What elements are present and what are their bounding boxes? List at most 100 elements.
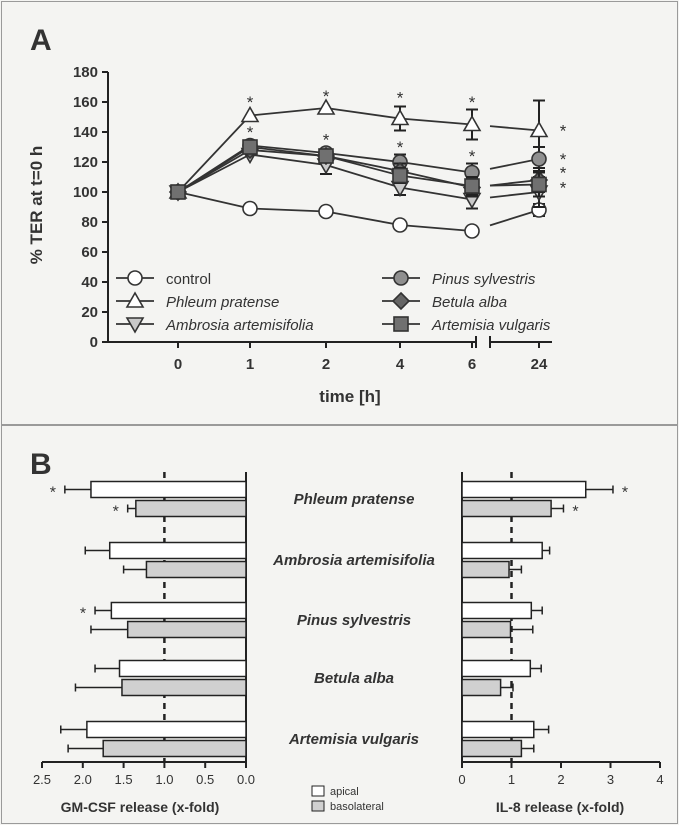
series-line-segment (489, 191, 540, 199)
panel-b-label: B (30, 448, 52, 481)
x-tick-label: 1.5 (115, 772, 133, 787)
significance-star: * (560, 122, 567, 141)
series-line-segment (489, 183, 540, 187)
bar-apical (461, 659, 532, 678)
y-tick-label: 180 (73, 64, 98, 81)
bar-basolateral (461, 499, 552, 518)
bar-legend: apical basolateral (311, 785, 384, 813)
bar-apical (110, 601, 247, 620)
data-point (392, 167, 408, 184)
significance-star: * (323, 131, 330, 150)
series-line-segment (489, 158, 540, 170)
data-point (170, 184, 186, 200)
data-point (390, 108, 410, 126)
bar-basolateral (461, 678, 502, 697)
legend-apical-swatch (311, 785, 325, 797)
data-point (240, 105, 260, 123)
y-tick-label: 120 (73, 154, 98, 171)
y-tick-label: 80 (81, 214, 98, 231)
legend-item-betula-alba: Betula alba (382, 291, 507, 311)
significance-star: * (397, 89, 404, 108)
panel-a-plot: % TER at t=0 h time [h] 0204060801001201… (27, 64, 567, 406)
panel-a-legend: control Phleum pratense Ambrosia artemisif… (116, 270, 551, 334)
x-tick-label: 2 (322, 356, 330, 373)
legend-label: Artemisia vulgaris (431, 317, 551, 334)
bar-basolateral (461, 620, 512, 639)
legend-label: Ambrosia artemisifolia (165, 317, 314, 334)
bar-basolateral (461, 560, 510, 579)
x-tick-label: 1.0 (155, 772, 173, 787)
bar-apical (118, 659, 247, 678)
significance-star: * (247, 93, 254, 112)
x-tick-label: 0.5 (196, 772, 214, 787)
bar-basolateral (126, 620, 247, 639)
bar-basolateral (135, 499, 247, 518)
significance-star: * (247, 123, 254, 142)
bar-apical (461, 541, 543, 560)
data-point (464, 178, 480, 194)
x-tick-label: 1 (508, 772, 515, 787)
legend-marker (391, 291, 411, 311)
significance-star: * (80, 606, 86, 623)
bar-apical (461, 720, 535, 739)
significance-star: * (560, 164, 567, 183)
species-label-artemisia-vulgaris: Artemisia vulgaris (288, 731, 419, 748)
data-point (242, 200, 258, 217)
legend-marker (125, 317, 145, 334)
legend-label: control (166, 271, 211, 288)
significance-star: * (50, 485, 56, 502)
x-tick-label: 0 (458, 772, 465, 787)
x-tick-label: 0.0 (237, 772, 255, 787)
y-tick-label: 0 (90, 334, 98, 351)
legend-marker (127, 270, 143, 286)
significance-star: * (113, 504, 119, 521)
data-point (462, 114, 482, 132)
x-tick-label: 1 (246, 356, 254, 373)
legend-label: Betula alba (432, 294, 507, 311)
bar-basolateral (121, 678, 247, 697)
y-tick-label: 160 (73, 94, 98, 111)
gm-csf-xlabel: GM-CSF release (x-fold) (61, 799, 220, 815)
data-point (318, 148, 334, 164)
series-line-segment (489, 209, 540, 227)
species-label-pinus-sylvestris: Pinus sylvestris (297, 612, 411, 629)
significance-star: * (622, 485, 628, 502)
species-label-betula-alba: Betula alba (314, 670, 394, 687)
significance-star: * (572, 504, 578, 521)
data-point (529, 120, 549, 138)
data-point (318, 203, 334, 220)
legend-item-control: control (116, 270, 211, 288)
panel-a-frame (1, 1, 678, 425)
significance-star: * (323, 87, 330, 106)
bar-apical (461, 601, 533, 620)
gm-csf-chart: 2.5 2.0 1.5 1.0 0.5 0.0 * * * (33, 472, 255, 787)
bar-apical (86, 720, 247, 739)
panel-a-ylabel: % TER at t=0 h (27, 146, 46, 265)
y-tick-label: 100 (73, 184, 98, 201)
data-point (531, 176, 547, 193)
species-label-ambrosia-artemisifolia: Ambrosia artemisifolia (272, 552, 435, 569)
legend-label: Pinus sylvestris (432, 271, 536, 288)
series-artemisia-vulgaris: * (170, 139, 567, 200)
x-tick-label: 4 (656, 772, 663, 787)
data-point (464, 223, 480, 239)
x-tick-label: 2 (557, 772, 564, 787)
bar-apical (108, 541, 247, 560)
panel-a-label: A (30, 24, 52, 57)
legend-item-artemisia-vulgaris: Artemisia vulgaris (382, 316, 551, 334)
legend-item-ambrosia-artemisifolia: Ambrosia artemisifolia (116, 317, 314, 334)
significance-star: * (469, 93, 476, 112)
x-tick-label: 0 (174, 356, 182, 373)
significance-star: * (560, 179, 567, 198)
data-point (242, 139, 258, 155)
x-tick-label: 24 (531, 356, 548, 373)
legend-item-pinus-sylvestris: Pinus sylvestris (382, 270, 536, 288)
significance-star: * (560, 150, 567, 169)
species-label-phleum-pratense: Phleum pratense (294, 491, 415, 508)
y-tick-label: 20 (81, 304, 98, 321)
panel-a-series: * * * *** * * * *** (168, 87, 567, 239)
bar-basolateral (461, 739, 523, 758)
legend-marker (393, 270, 409, 286)
